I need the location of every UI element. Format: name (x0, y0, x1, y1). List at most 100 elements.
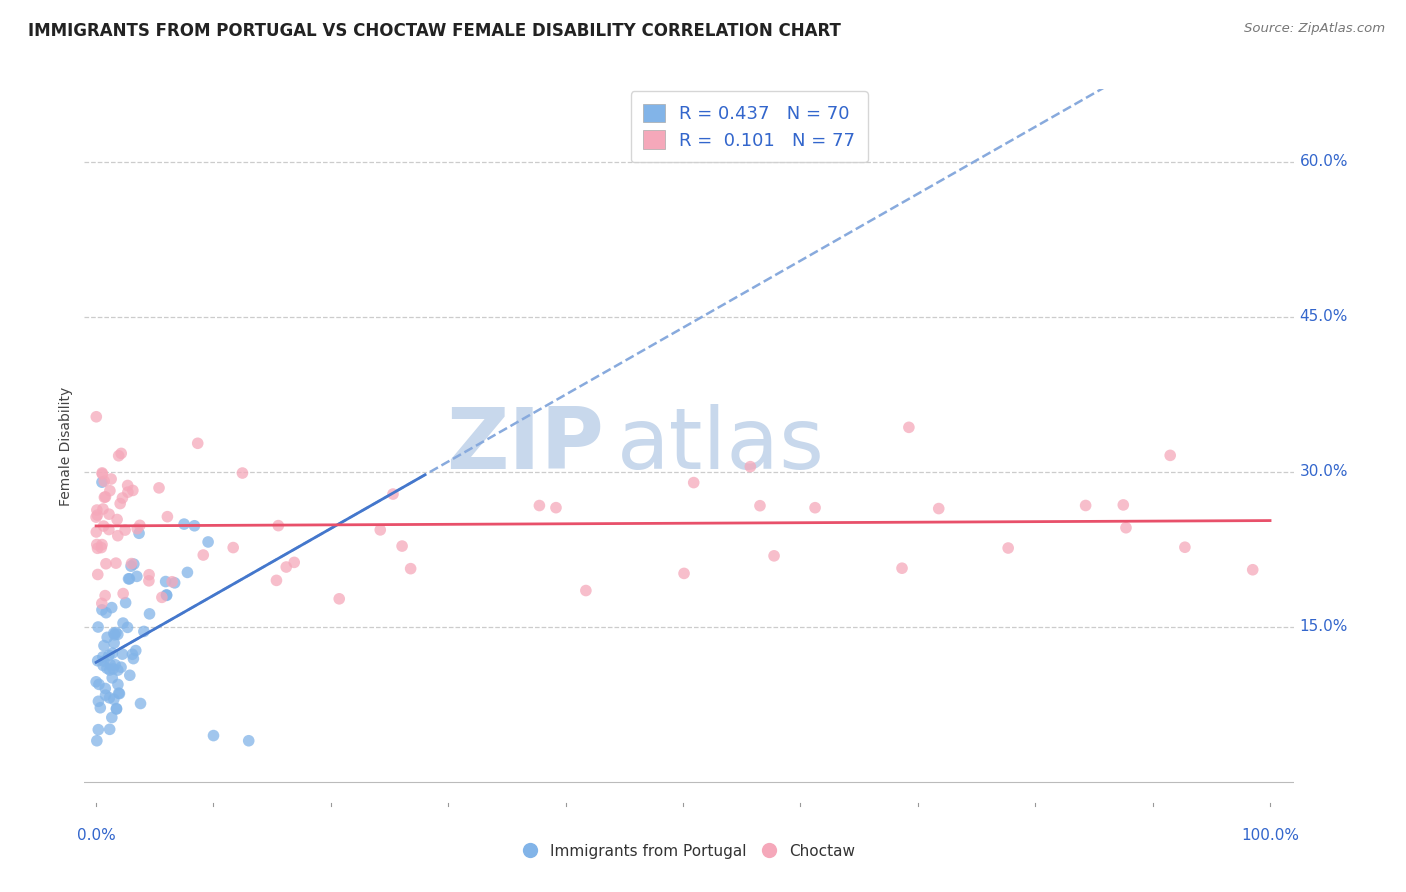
Point (107, 677, 129, 691)
Point (118, 572, 141, 586)
Point (91, 603, 114, 617)
Point (112, 586, 135, 600)
Point (108, 687, 131, 701)
Point (132, 624, 155, 639)
Point (100, 600, 122, 615)
Text: 15.0%: 15.0% (1299, 619, 1348, 634)
Point (98, 507, 121, 521)
Point (391, 539, 413, 553)
Point (94, 606, 117, 620)
Point (111, 647, 134, 661)
Point (91, 466, 114, 480)
Point (529, 499, 551, 513)
Point (283, 555, 305, 569)
Point (163, 575, 186, 590)
Point (96, 631, 118, 645)
Point (90, 596, 112, 610)
Point (928, 501, 950, 516)
Point (94, 557, 117, 571)
Text: 45.0%: 45.0% (1299, 310, 1348, 324)
Point (97, 523, 120, 537)
Point (101, 710, 124, 724)
Point (266, 574, 288, 588)
Point (84, 674, 107, 689)
Point (368, 523, 391, 537)
Point (93, 654, 115, 668)
Point (160, 574, 183, 589)
Point (86, 508, 108, 522)
Point (222, 541, 245, 555)
Point (103, 626, 125, 640)
Point (110, 446, 132, 460)
Point (110, 660, 132, 674)
Point (148, 481, 170, 495)
Point (94, 681, 117, 696)
Point (156, 509, 179, 524)
Point (98, 483, 121, 498)
Point (108, 497, 131, 511)
Point (94, 490, 117, 504)
Point (117, 485, 139, 500)
Point (87, 694, 110, 708)
Point (121, 557, 143, 571)
Point (104, 556, 127, 570)
Point (101, 646, 124, 660)
Point (328, 591, 350, 606)
Point (104, 625, 127, 640)
Point (544, 500, 567, 515)
Point (91, 538, 114, 552)
Point (138, 567, 160, 582)
Text: 30.0%: 30.0% (1299, 465, 1348, 479)
Point (1159, 449, 1181, 463)
Point (103, 636, 125, 650)
Point (804, 500, 827, 515)
Point (86, 654, 108, 668)
Point (138, 607, 160, 621)
Point (101, 671, 124, 685)
Point (176, 566, 198, 580)
Point (98, 663, 121, 677)
Point (103, 692, 125, 706)
Point (125, 569, 148, 583)
Point (94, 688, 117, 702)
Point (117, 478, 139, 492)
Legend: Immigrants from Portugal, Choctaw: Immigrants from Portugal, Choctaw (515, 836, 863, 866)
Text: Source: ZipAtlas.com: Source: ZipAtlas.com (1244, 22, 1385, 36)
Point (91, 649, 114, 664)
Point (197, 535, 219, 549)
Point (93, 639, 115, 653)
Point (86, 537, 108, 551)
Point (91, 475, 114, 490)
Point (127, 522, 149, 536)
Point (155, 574, 177, 589)
Point (100, 472, 122, 486)
Point (104, 657, 127, 672)
Point (1241, 563, 1264, 577)
Point (93, 474, 115, 488)
Point (193, 548, 215, 562)
Point (122, 557, 145, 571)
Point (173, 517, 195, 532)
Point (238, 733, 260, 747)
Point (575, 583, 598, 598)
Point (84, 510, 107, 524)
Point (1174, 540, 1197, 554)
Point (97, 648, 120, 663)
Point (87, 567, 110, 582)
Point (105, 512, 128, 526)
Point (749, 499, 772, 513)
Text: atlas: atlas (616, 404, 824, 488)
Point (91, 658, 114, 673)
Point (138, 574, 160, 588)
Point (98, 657, 121, 672)
Point (107, 627, 129, 641)
Point (202, 729, 225, 743)
Point (84, 524, 107, 539)
Point (399, 562, 422, 576)
Point (891, 561, 914, 575)
Point (93, 519, 115, 533)
Point (94, 589, 117, 603)
Point (93, 491, 115, 505)
Point (122, 651, 145, 665)
Point (763, 549, 786, 563)
